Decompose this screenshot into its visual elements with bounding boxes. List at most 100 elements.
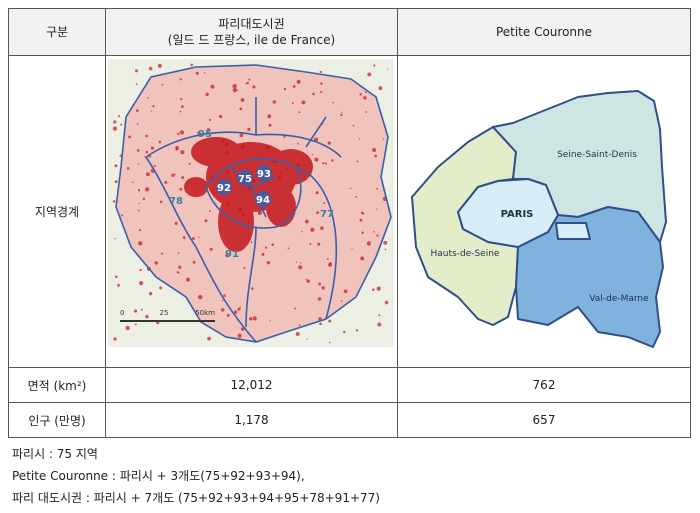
settlement-dot bbox=[293, 307, 296, 309]
settlement-dot bbox=[301, 99, 306, 104]
settlement-dot bbox=[365, 110, 368, 113]
settlement-dot bbox=[146, 171, 150, 176]
settlement-dot bbox=[232, 87, 238, 92]
settlement-dot bbox=[134, 68, 138, 72]
settlement-dot bbox=[317, 242, 321, 246]
settlement-dot bbox=[117, 285, 119, 287]
settlement-dot bbox=[269, 319, 271, 321]
header-cell: Petite Couronne bbox=[397, 8, 691, 56]
settlement-dot bbox=[148, 66, 153, 70]
settlement-dot bbox=[128, 135, 131, 138]
settlement-dot bbox=[376, 187, 379, 190]
settlement-dot bbox=[179, 129, 185, 134]
department-label: 95 bbox=[198, 129, 212, 140]
settlement-dot bbox=[306, 338, 308, 340]
settlement-dot bbox=[114, 163, 118, 167]
settlement-dot bbox=[205, 92, 209, 96]
settlement-dot bbox=[145, 314, 149, 318]
settlement-dot bbox=[301, 230, 303, 232]
settlement-dot bbox=[208, 118, 212, 121]
settlement-dot bbox=[159, 285, 163, 289]
row-label: 인구 (만명) bbox=[8, 402, 106, 438]
row-label-text: 지역경계 bbox=[34, 205, 80, 219]
metro-map: 95 75 93 92 94 78 77 91 0 25 50km bbox=[108, 58, 394, 347]
settlement-dot bbox=[351, 247, 353, 249]
settlement-dot bbox=[237, 333, 242, 338]
department-label: 77 bbox=[320, 209, 334, 220]
settlement-dot bbox=[271, 242, 274, 246]
settlement-dot bbox=[298, 110, 301, 113]
settlement-dot bbox=[306, 278, 310, 283]
settlement-dot bbox=[136, 148, 140, 152]
settlement-dot bbox=[323, 201, 326, 204]
settlement-dot bbox=[225, 253, 229, 257]
settlement-dot bbox=[248, 316, 253, 320]
settlement-dot bbox=[283, 87, 287, 90]
settlement-dot bbox=[180, 97, 183, 100]
settlement-dot bbox=[272, 99, 277, 104]
settlement-dot bbox=[181, 175, 185, 179]
settlement-dot bbox=[376, 207, 378, 210]
settlement-dot bbox=[310, 227, 315, 232]
settlement-dot bbox=[377, 322, 382, 326]
settlement-dot bbox=[138, 228, 142, 231]
settlement-dot bbox=[376, 286, 381, 291]
settlement-dot bbox=[125, 325, 130, 330]
settlement-dot bbox=[317, 296, 322, 301]
settlement-dot bbox=[298, 264, 303, 269]
settlement-dot bbox=[140, 308, 143, 311]
settlement-dot bbox=[340, 111, 343, 113]
settlement-dot bbox=[328, 319, 332, 323]
settlement-dot bbox=[298, 323, 301, 326]
settlement-dot bbox=[137, 188, 141, 191]
settlement-dot bbox=[322, 161, 325, 164]
header-text: 파리대도시권 bbox=[218, 17, 285, 31]
value-cell: 12,012 bbox=[105, 367, 398, 403]
settlement-dot bbox=[158, 140, 162, 144]
settlement-dot bbox=[383, 240, 388, 245]
settlement-dot bbox=[237, 307, 241, 311]
settlement-dot bbox=[174, 173, 176, 175]
header-row: 구분 파리대도시권 (일드 드 프랑스, ile de France) Petit… bbox=[8, 8, 691, 56]
settlement-dot bbox=[349, 187, 352, 189]
settlement-dot bbox=[197, 131, 201, 134]
department-label: 75 bbox=[238, 174, 252, 185]
settlement-dot bbox=[358, 137, 361, 140]
value-text: 762 bbox=[532, 378, 556, 392]
label-badge bbox=[255, 190, 271, 207]
settlement-dot bbox=[362, 212, 365, 215]
region-label: Hauts-de-Seine bbox=[431, 249, 500, 259]
region-label: Val-de-Marne bbox=[589, 294, 649, 304]
settlement-dot bbox=[373, 230, 375, 233]
row-label: 면적 (km²) bbox=[8, 367, 106, 403]
settlement-dot bbox=[221, 299, 224, 301]
settlement-dot bbox=[206, 127, 211, 132]
settlement-dot bbox=[311, 153, 314, 155]
settlement-dot bbox=[218, 114, 223, 118]
settlement-dot bbox=[160, 252, 164, 255]
settlement-dot bbox=[113, 119, 117, 124]
value-cell: 1,178 bbox=[105, 402, 398, 438]
department-label: 91 bbox=[225, 249, 239, 260]
value-cell: 762 bbox=[397, 367, 691, 403]
settlement-dot bbox=[340, 299, 343, 302]
row-label: 지역경계 bbox=[8, 55, 106, 368]
settlement-dot bbox=[120, 213, 123, 216]
population-row: 인구 (만명) 1,178 657 bbox=[8, 402, 691, 438]
region-label: Seine-Saint-Denis bbox=[557, 150, 637, 160]
settlement-dot bbox=[138, 202, 141, 204]
settlement-dot bbox=[126, 166, 130, 170]
settlement-dot bbox=[112, 199, 116, 203]
settlement-dot bbox=[250, 240, 253, 243]
row-label-text: 면적 (km²) bbox=[27, 378, 87, 393]
settlement-dot bbox=[138, 240, 143, 245]
settlement-dot bbox=[232, 83, 237, 88]
settlement-dot bbox=[364, 90, 367, 93]
settlement-dot bbox=[177, 132, 180, 135]
header-cell: 구분 bbox=[8, 8, 106, 56]
settlement-dot bbox=[137, 209, 140, 211]
settlement-dot bbox=[266, 260, 271, 264]
header-cell: 파리대도시권 (일드 드 프랑스, ile de France) bbox=[105, 8, 398, 56]
settlement-dot bbox=[142, 197, 146, 200]
